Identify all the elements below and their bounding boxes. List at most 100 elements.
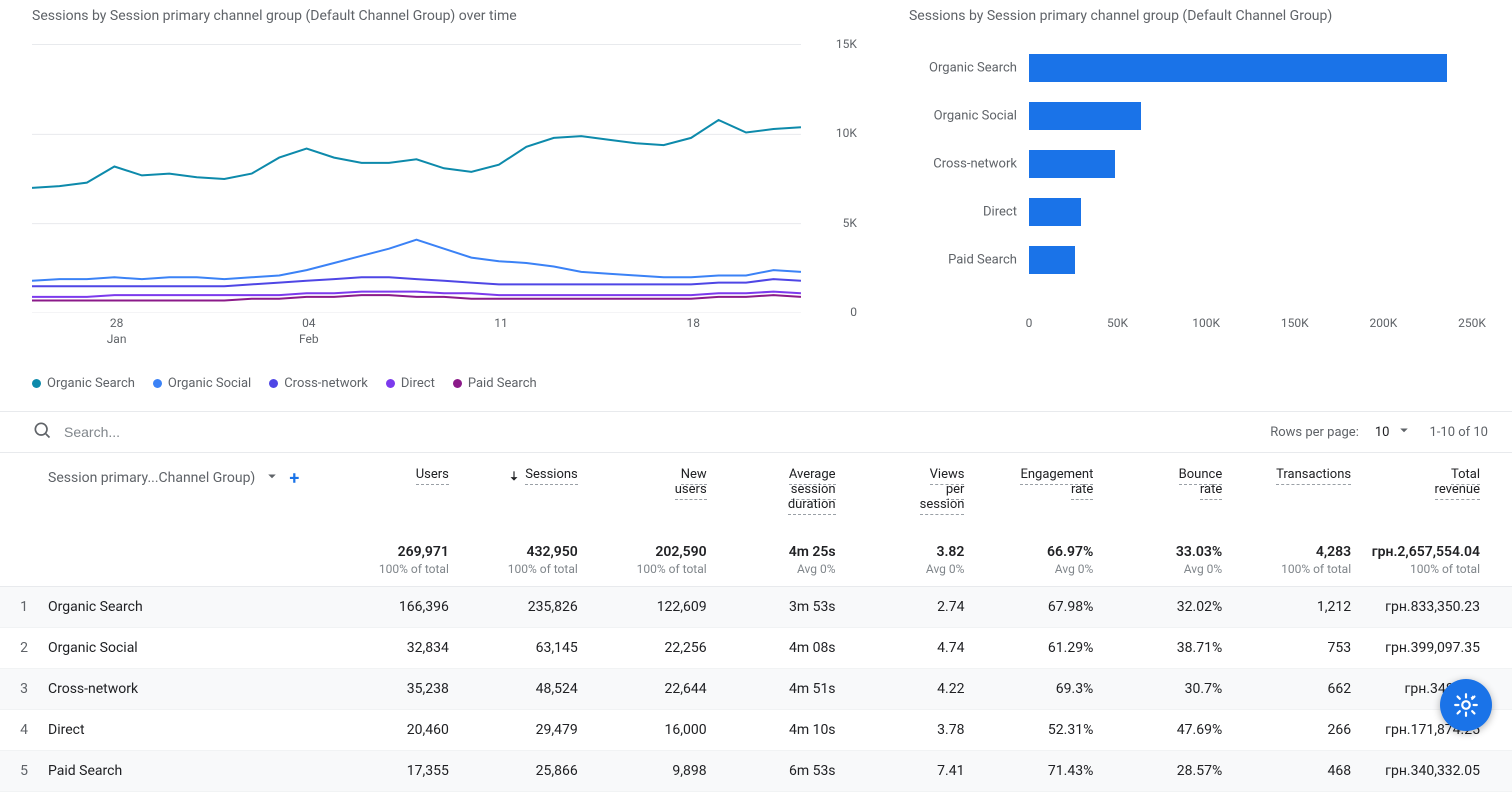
row-index: 2	[0, 640, 48, 656]
totals-cell: 202,590100% of total	[586, 544, 715, 576]
legend-item[interactable]: Paid Search	[453, 376, 537, 391]
rows-per-page-label: Rows per page:	[1270, 425, 1359, 440]
row-dimension: Organic Social	[48, 640, 328, 656]
bar-label: Cross-network	[907, 157, 1017, 172]
bar-chart[interactable]: Organic Search Organic Social Cross-networ…	[909, 44, 1492, 344]
rows-per-page-select[interactable]: 10	[1375, 421, 1414, 443]
table-row[interactable]: 1Organic Search166,396235,826122,6093m 5…	[0, 587, 1512, 628]
table-cell: 4m 51s	[715, 681, 844, 697]
table-cell: 235,826	[457, 599, 586, 615]
legend-color-dot	[453, 379, 462, 388]
table-cell: 17,355	[328, 763, 457, 779]
table-cell: 166,396	[328, 599, 457, 615]
legend-label: Cross-network	[284, 376, 368, 391]
row-index: 5	[0, 763, 48, 779]
table-cell: 30.7%	[1101, 681, 1230, 697]
table-cell: 52.31%	[972, 722, 1101, 738]
row-index: 4	[0, 722, 48, 738]
table-cell: 4.22	[844, 681, 973, 697]
bar-row[interactable]: Direct	[1029, 196, 1472, 228]
row-dimension: Direct	[48, 722, 328, 738]
column-header[interactable]: Averagesessionduration	[715, 467, 844, 512]
table-row[interactable]: 5Paid Search17,35525,8669,8986m 53s7.417…	[0, 751, 1512, 792]
data-table: Session primary...Channel Group) + Users…	[0, 453, 1512, 792]
totals-cell: 269,971100% of total	[328, 544, 457, 576]
legend-item[interactable]: Direct	[386, 376, 435, 391]
line-chart[interactable]: 28Jan04Feb1118 15K10K5K0	[32, 32, 857, 332]
pager-range: 1-10 of 10	[1429, 425, 1488, 440]
row-dimension: Paid Search	[48, 763, 328, 779]
table-cell: 468	[1230, 763, 1359, 779]
insights-fab-button[interactable]	[1440, 679, 1492, 731]
table-cell: 47.69%	[1101, 722, 1230, 738]
bar-row[interactable]: Cross-network	[1029, 148, 1472, 180]
bar-chart-title: Sessions by Session primary channel grou…	[909, 8, 1492, 24]
bar-label: Organic Search	[907, 61, 1017, 76]
table-cell: грн.399,097.35	[1359, 640, 1488, 656]
line-chart-panel: Sessions by Session primary channel grou…	[0, 0, 877, 399]
table-cell: 16,000	[586, 722, 715, 738]
column-header[interactable]: Bouncerate	[1101, 467, 1230, 497]
bar-label: Paid Search	[907, 253, 1017, 268]
column-header[interactable]: Viewspersession	[844, 467, 973, 512]
column-header[interactable]: Newusers	[586, 467, 715, 497]
dimension-picker[interactable]: Session primary...Channel Group) +	[48, 467, 328, 489]
bar-label: Direct	[907, 205, 1017, 220]
totals-cell: 4,283100% of total	[1230, 544, 1359, 576]
sort-desc-icon	[507, 469, 521, 483]
table-cell: 35,238	[328, 681, 457, 697]
legend-item[interactable]: Organic Social	[153, 376, 251, 391]
column-header[interactable]: Transactions	[1230, 467, 1359, 482]
table-header-row: Session primary...Channel Group) + Users…	[0, 453, 1512, 526]
search-row: Rows per page: 10 1-10 of 10	[0, 411, 1512, 453]
column-header[interactable]: Totalrevenue	[1359, 467, 1488, 497]
table-cell: 3.78	[844, 722, 973, 738]
bar-rect	[1029, 246, 1075, 274]
bar-row[interactable]: Organic Search	[1029, 52, 1472, 84]
bar-rect	[1029, 198, 1081, 226]
row-dimension: Cross-network	[48, 681, 328, 697]
row-index: 1	[0, 599, 48, 615]
bar-chart-panel: Sessions by Session primary channel grou…	[877, 0, 1512, 399]
add-dimension-button[interactable]: +	[289, 468, 299, 489]
legend-label: Paid Search	[468, 376, 537, 391]
table-cell: 28.57%	[1101, 763, 1230, 779]
column-header[interactable]: Sessions	[457, 467, 586, 487]
totals-cell: 33.03%Avg 0%	[1101, 544, 1230, 576]
legend-label: Organic Search	[47, 376, 135, 391]
bar-row[interactable]: Organic Social	[1029, 100, 1472, 132]
table-cell: 48,524	[457, 681, 586, 697]
totals-cell: 4m 25sAvg 0%	[715, 544, 844, 576]
search-icon	[32, 420, 52, 444]
legend-label: Direct	[401, 376, 435, 391]
table-cell: 3m 53s	[715, 599, 844, 615]
search-input[interactable]	[64, 424, 1270, 440]
table-cell: 4.74	[844, 640, 973, 656]
totals-cell: 3.82Avg 0%	[844, 544, 973, 576]
table-cell: 25,866	[457, 763, 586, 779]
table-cell: 32.02%	[1101, 599, 1230, 615]
table-pager: Rows per page: 10 1-10 of 10	[1270, 421, 1488, 443]
legend-item[interactable]: Organic Search	[32, 376, 135, 391]
table-cell: 753	[1230, 640, 1359, 656]
bar-row[interactable]: Paid Search	[1029, 244, 1472, 276]
bar-rect	[1029, 150, 1115, 178]
chevron-down-icon	[1395, 421, 1413, 443]
legend-color-dot	[386, 379, 395, 388]
legend-color-dot	[153, 379, 162, 388]
legend-item[interactable]: Cross-network	[269, 376, 368, 391]
column-header[interactable]: Users	[328, 467, 457, 482]
table-cell: 61.29%	[972, 640, 1101, 656]
table-row[interactable]: 2Organic Social32,83463,14522,2564m 08s4…	[0, 628, 1512, 669]
column-header[interactable]: Engagementrate	[972, 467, 1101, 497]
bar-rect	[1029, 54, 1447, 82]
legend-color-dot	[269, 379, 278, 388]
table-cell: 29,479	[457, 722, 586, 738]
table-cell: 4m 10s	[715, 722, 844, 738]
table-cell: 71.43%	[972, 763, 1101, 779]
table-cell: 38.71%	[1101, 640, 1230, 656]
table-cell: 22,644	[586, 681, 715, 697]
table-row[interactable]: 4Direct20,46029,47916,0004m 10s3.7852.31…	[0, 710, 1512, 751]
table-cell: 1,212	[1230, 599, 1359, 615]
table-row[interactable]: 3Cross-network35,23848,52422,6444m 51s4.…	[0, 669, 1512, 710]
